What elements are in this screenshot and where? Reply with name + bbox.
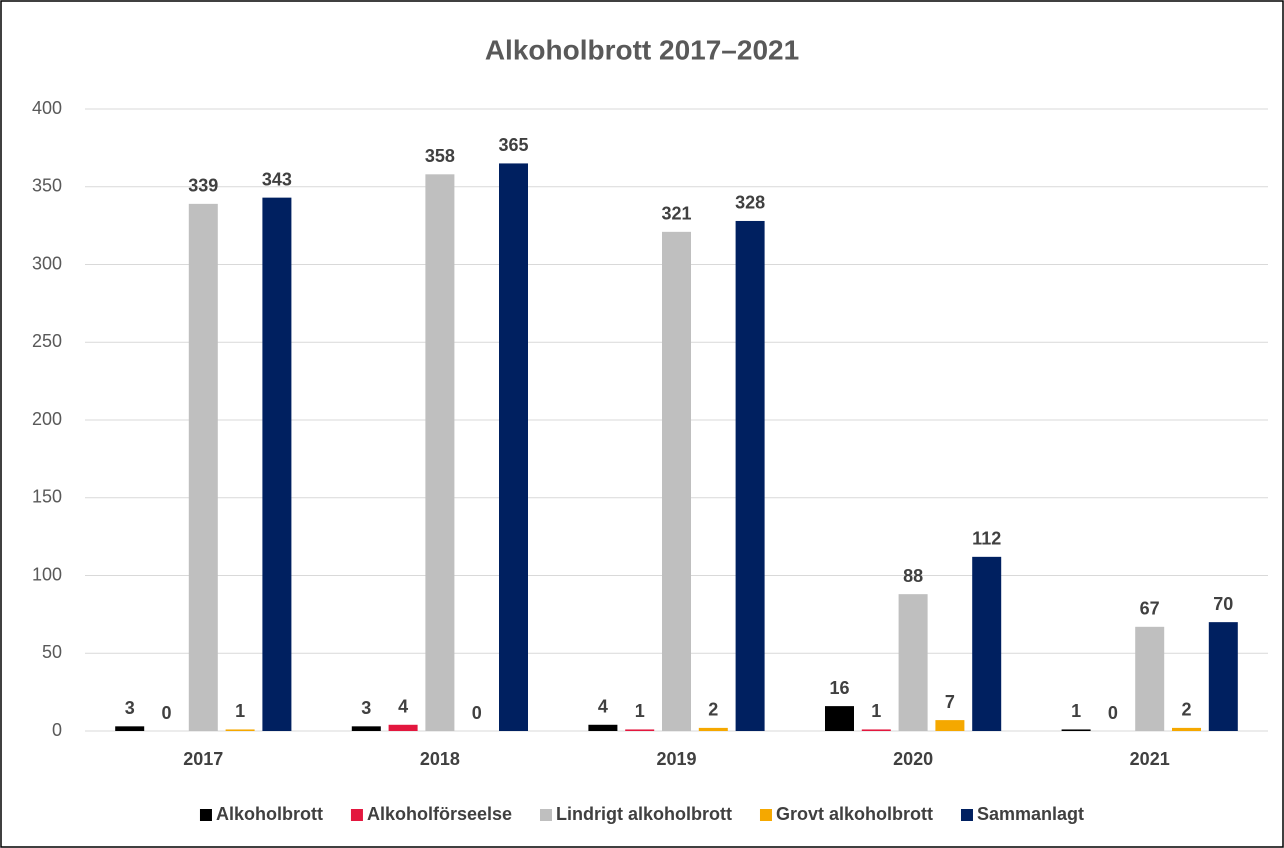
data-label: 1 [1071,701,1081,721]
data-label: 3 [361,698,371,718]
legend-label: Alkoholförseelse [367,804,512,824]
data-label: 339 [188,176,218,196]
bar [499,163,528,732]
x-tick-label: 2019 [656,749,696,769]
bar [1135,626,1165,731]
y-tick-label: 0 [52,720,62,740]
data-label: 67 [1140,599,1160,619]
bar [935,720,965,731]
bar [351,726,381,731]
bar [225,729,255,731]
y-tick-label: 350 [32,176,62,196]
bar [972,556,1002,731]
legend-label: Grovt alkoholbrott [776,804,933,824]
x-tick-label: 2018 [420,749,460,769]
data-label: 70 [1213,594,1233,614]
legend-item: Sammanlagt [960,804,1084,824]
data-label: 358 [425,146,455,166]
data-label: 16 [829,678,849,698]
bar [1208,622,1238,731]
data-label: 0 [472,703,482,723]
x-tick-label: 2020 [893,749,933,769]
bar [188,203,218,732]
bar [1061,729,1091,731]
legend-label: Alkoholbrott [216,804,323,824]
data-label: 2 [708,700,718,720]
data-label: 1 [235,701,245,721]
bar [115,726,145,731]
y-tick-label: 300 [32,253,62,273]
legend-item: Alkoholbrott [199,804,323,824]
data-label: 2 [1181,700,1191,720]
bar [425,174,455,731]
data-label: 4 [398,697,408,717]
legend-item: Grovt alkoholbrott [759,804,933,824]
data-label: 1 [871,701,881,721]
data-label: 112 [972,529,1001,549]
legend-item: Lindrigt alkoholbrott [540,804,732,824]
legend-label: Sammanlagt [977,804,1084,824]
bar [388,724,418,731]
legend-swatch [960,809,973,821]
x-tick-label: 2017 [183,749,223,769]
y-tick-label: 150 [32,487,62,507]
data-label: 343 [262,169,292,189]
data-label: 88 [903,566,923,586]
x-tick-label: 2021 [1130,749,1170,769]
legend-swatch [350,809,363,821]
y-tick-label: 100 [32,564,62,584]
data-label: 7 [945,692,955,712]
data-label: 1 [635,701,645,721]
bar [898,594,928,731]
y-tick-label: 400 [32,98,62,118]
bar [825,706,854,731]
y-tick-label: 50 [42,642,62,662]
legend-swatch [759,809,772,821]
data-label: 3 [125,698,135,718]
bar [735,220,765,731]
legend-label: Lindrigt alkoholbrott [556,804,732,824]
data-label: 0 [1108,703,1118,723]
bar [588,724,618,731]
y-tick-label: 250 [32,331,62,351]
data-label: 321 [661,204,691,224]
data-label: 328 [735,193,765,213]
legend-item: Alkoholförseelse [350,804,512,824]
data-label: 0 [161,703,171,723]
bar [662,231,691,731]
bar [861,729,891,731]
bar [698,727,728,731]
legend-swatch [199,809,212,821]
bar [625,729,655,731]
chart-title: Alkoholbrott 2017–2021 [485,34,799,65]
bar [1172,727,1201,731]
bar [262,197,292,731]
legend-swatch [540,809,552,821]
data-label: 365 [498,135,528,155]
data-label: 4 [598,697,608,717]
y-tick-label: 200 [32,409,62,429]
